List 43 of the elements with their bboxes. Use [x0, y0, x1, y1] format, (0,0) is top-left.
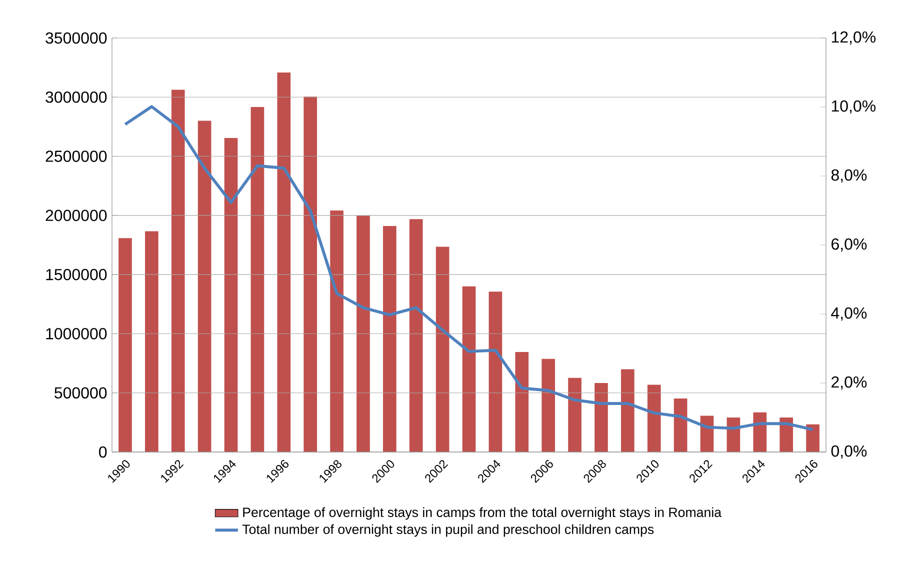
- bar: [118, 238, 132, 452]
- bar: [409, 219, 423, 452]
- y2-tick-label: 10,0%: [832, 100, 876, 114]
- bar: [542, 358, 556, 452]
- y2-tick-label: 6,0%: [832, 238, 867, 252]
- y2-tick-label: 0,0%: [831, 445, 867, 459]
- y-tick-label: 3000000: [46, 91, 107, 103]
- bar: [250, 106, 264, 452]
- bar: [621, 369, 634, 452]
- legend-label: Total number of overnight stays in pupil and preschool children camps: [242, 524, 654, 537]
- bar: [488, 292, 502, 452]
- line-series: [124, 105, 814, 431]
- bar: [436, 246, 450, 452]
- bar: [647, 384, 661, 452]
- y-tick-label: 0: [99, 446, 107, 458]
- bar: [780, 417, 794, 452]
- y-tick-label: 500000: [54, 387, 107, 399]
- bar: [462, 286, 476, 452]
- y-tick-label: 3500000: [46, 32, 107, 44]
- bar: [277, 72, 291, 452]
- bar: [568, 378, 582, 452]
- y2-tick-label: 2,0%: [832, 376, 867, 390]
- y-tick-label: 2500000: [46, 150, 107, 162]
- bar: [674, 398, 688, 452]
- y-tick-label: 1000000: [46, 328, 107, 340]
- y2-tick-label: 4,0%: [831, 307, 867, 321]
- bar: [304, 96, 317, 452]
- bar: [806, 424, 820, 452]
- bar: [594, 383, 608, 452]
- bar: [171, 90, 185, 452]
- bar: [145, 231, 158, 452]
- y2-tick-label: 12,0%: [832, 31, 876, 45]
- y-tick-label: 2000000: [46, 210, 107, 222]
- bar: [515, 352, 529, 452]
- legend-label: Percentage of overnight stays in camps from the total overnight stays in Romania: [243, 507, 722, 520]
- bar: [224, 138, 238, 452]
- bar: [198, 120, 212, 452]
- bar: [753, 412, 767, 452]
- bar: [356, 216, 370, 452]
- bar: [383, 226, 396, 452]
- y2-tick-label: 8,0%: [831, 169, 867, 183]
- bar: [330, 210, 344, 452]
- y-tick-label: 1500000: [46, 268, 107, 280]
